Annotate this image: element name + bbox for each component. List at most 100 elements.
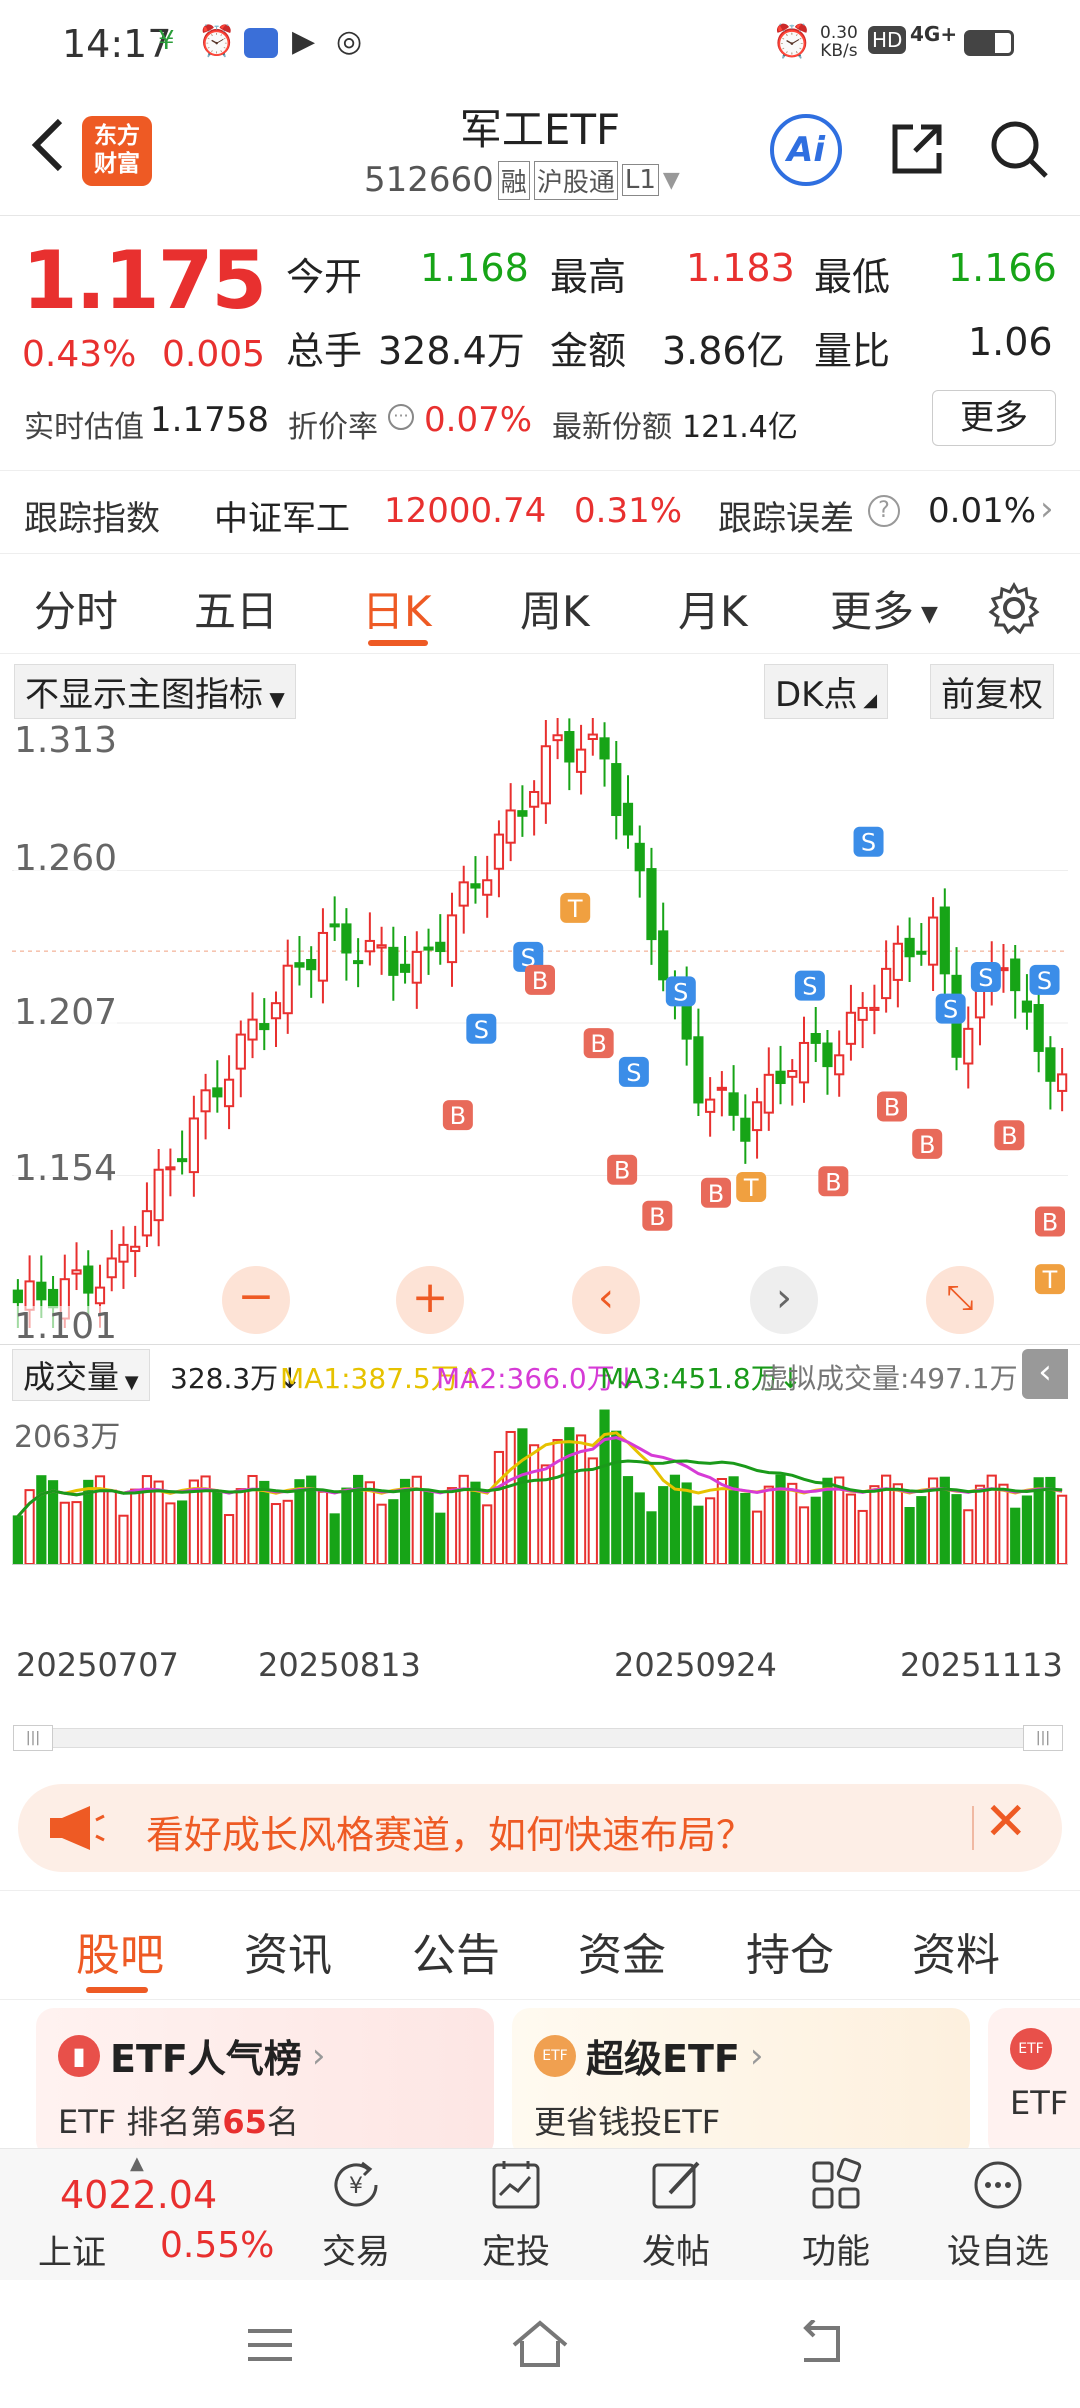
tab-profile[interactable]: 资料 (912, 1930, 1000, 1981)
volume-bar (845, 1493, 857, 1564)
trade-signal-marker: B (607, 1154, 638, 1185)
volume-bar (376, 1503, 387, 1564)
range-handle-left[interactable]: ||| (13, 1725, 53, 1751)
volume-bar (306, 1475, 317, 1564)
range-handle-right[interactable]: ||| (1023, 1725, 1063, 1751)
tab-weekly-k[interactable]: 周K (520, 587, 590, 636)
rmb-icon: ¥ (158, 26, 175, 56)
candle-body (751, 1101, 763, 1132)
share-icon[interactable] (884, 116, 950, 182)
candle-body (353, 960, 364, 965)
scroll-right-button[interactable]: › (750, 1266, 818, 1334)
functions-label: 功能 (802, 2232, 870, 2272)
tab-five-day[interactable]: 五日 (194, 587, 279, 636)
fullscreen-icon[interactable]: ⤡ (926, 1266, 994, 1334)
candle-body (798, 1041, 810, 1084)
zoom-in-button[interactable]: + (396, 1266, 464, 1334)
add-watchlist-button[interactable]: 设自选 (938, 2155, 1058, 2273)
candle-body (94, 1286, 106, 1305)
post-button[interactable]: 发帖 (616, 2155, 736, 2273)
volume-bar (775, 1474, 786, 1564)
candle-body (423, 946, 434, 951)
tracking-row[interactable]: 跟踪指数 中证军工 12000.74 0.31% 跟踪误差 ? 0.01% › (0, 470, 1080, 554)
candle-body (927, 916, 939, 966)
tab-news[interactable]: 资讯 (244, 1930, 332, 1981)
dk-point-select[interactable]: DK点 ◢ (764, 664, 889, 719)
super-etf-card[interactable]: ETF 超级ETF › 更省钱投ETF (512, 2008, 970, 2148)
ma3-value: MA3:451.8万↓ (600, 1362, 803, 1395)
ma1-value: MA1:387.5万↑ (280, 1362, 483, 1395)
indicator-select[interactable]: 不显示主图指标 ▼ (14, 664, 296, 719)
menu-icon[interactable] (240, 2320, 300, 2370)
low-label: 最低 (814, 255, 891, 299)
volume-bar (869, 1485, 880, 1564)
tab-intraday[interactable]: 分时 (34, 587, 119, 636)
active-tab-indicator (86, 1987, 148, 1993)
etf-popularity-card[interactable]: ▮ ETF人气榜 › ETF 排名第65名 (36, 2008, 494, 2148)
functions-button[interactable]: 功能 (776, 2155, 896, 2273)
volume-label: 总手 (286, 329, 363, 373)
candle-body (916, 950, 927, 955)
trade-signal-marker: S (970, 961, 1001, 992)
volume-bar (963, 1509, 974, 1564)
market-index-value[interactable]: 4022.04 (60, 2173, 218, 2217)
candle-body (1021, 1000, 1033, 1013)
chat-dots-icon (974, 2161, 1022, 2209)
tab-more[interactable]: 更多 ▼ (830, 587, 938, 636)
candle-body (939, 906, 950, 975)
svg-text:B: B (532, 967, 548, 995)
volume-bar (317, 1490, 329, 1564)
trade-button[interactable]: ¥ 交易 (296, 2155, 416, 2273)
svg-text:S: S (861, 829, 876, 857)
tab-announcements[interactable]: 公告 (412, 1930, 500, 1981)
candle-body (36, 1281, 47, 1301)
fixed-invest-button[interactable]: 定投 (456, 2155, 576, 2273)
more-info-icon[interactable]: ··· (388, 404, 414, 430)
candle-body (118, 1243, 129, 1263)
candle-body (822, 1042, 833, 1068)
settings-gear-icon[interactable] (984, 578, 1044, 638)
help-icon[interactable]: ? (868, 495, 900, 527)
candle-body (47, 1288, 59, 1309)
home-icon[interactable] (508, 2316, 572, 2372)
collapse-panel-icon[interactable]: ‹ (1022, 1349, 1068, 1399)
tab-monthly-k[interactable]: 月K (678, 587, 748, 636)
volume-bar (728, 1476, 739, 1564)
tab-daily-k[interactable]: 日K (362, 587, 432, 636)
card-subtitle: ETF (1010, 2084, 1069, 2122)
amount-label: 金额 (550, 329, 627, 373)
amount-value: 3.86亿 (662, 329, 785, 373)
volume-bar (106, 1489, 117, 1564)
volume-bar (705, 1497, 716, 1564)
zoom-out-button[interactable]: − (222, 1266, 290, 1334)
volume-bar (188, 1479, 199, 1564)
etf-card-3[interactable]: ETF ETF (988, 2008, 1080, 2148)
candle-body (458, 881, 469, 907)
tab-fund-flow[interactable]: 资金 (578, 1930, 666, 1981)
market-index-name[interactable]: 上证 (38, 2233, 106, 2273)
market-index-pct[interactable]: 0.55% (160, 2225, 275, 2266)
back-nav-icon[interactable] (790, 2318, 850, 2370)
back-icon[interactable] (18, 110, 78, 180)
volume-select[interactable]: 成交量 ▼ (12, 1349, 150, 1401)
tab-holdings[interactable]: 持仓 (746, 1930, 834, 1981)
volume-plot[interactable] (12, 1404, 1068, 1564)
more-button[interactable]: 更多 (932, 390, 1056, 446)
promo-banner[interactable]: 看好成长风格赛道，如何快速布局？ ✕ (18, 1784, 1062, 1872)
range-scrollbar[interactable]: ||| ||| (13, 1725, 1063, 1751)
svg-text:¥: ¥ (349, 2174, 363, 2199)
ai-icon[interactable]: Ai (770, 114, 842, 186)
adjust-select[interactable]: 前复权 (930, 664, 1054, 719)
tab-forum[interactable]: 股吧 (76, 1930, 164, 1981)
stock-subtitle[interactable]: 512660 融 沪股通 L1 ▼ (364, 160, 680, 200)
scroll-left-button[interactable]: ‹ (572, 1266, 640, 1334)
close-icon[interactable]: ✕ (984, 1792, 1028, 1852)
candle-body (235, 1033, 246, 1070)
search-icon[interactable] (986, 116, 1052, 182)
leaf-icon: ◎ (336, 24, 363, 59)
trade-signal-marker: S (935, 993, 966, 1024)
estimate-value: 1.1758 (150, 400, 269, 440)
volume-bar (130, 1488, 141, 1564)
card-subtitle: ETF 排名第65名 (58, 2103, 299, 2141)
